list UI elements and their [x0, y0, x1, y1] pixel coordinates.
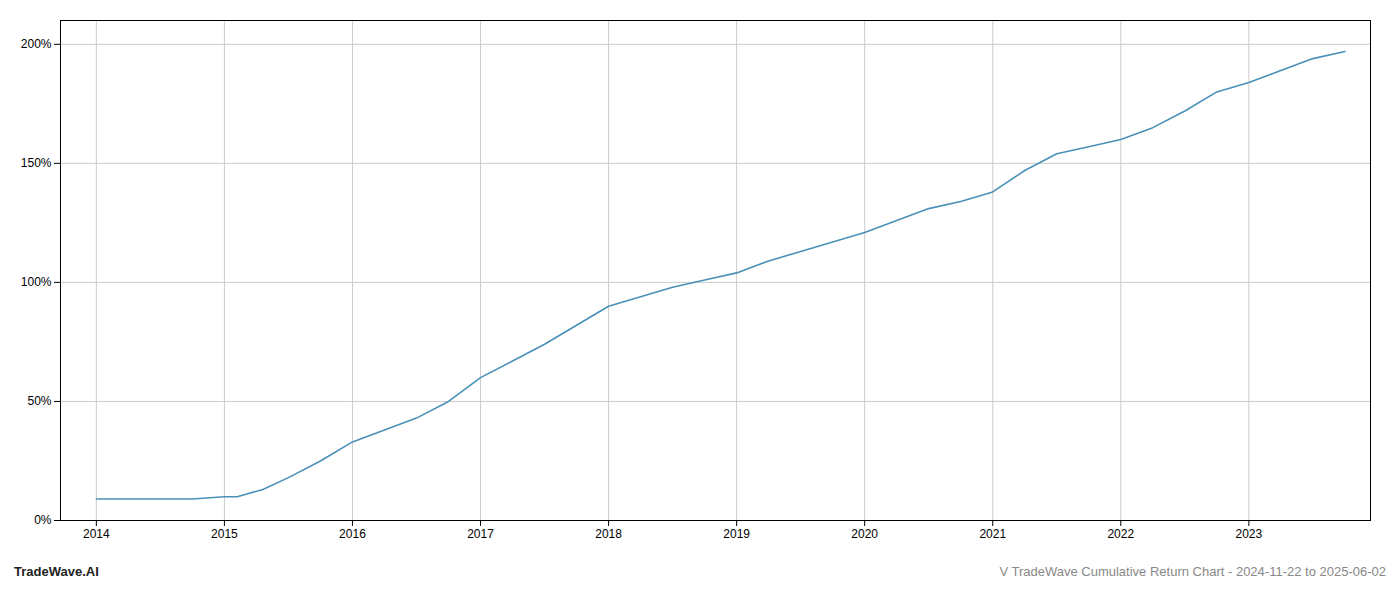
svg-text:2019: 2019 [723, 527, 750, 541]
svg-text:2016: 2016 [339, 527, 366, 541]
svg-text:2018: 2018 [595, 527, 622, 541]
html-text:V TradeWave Cumulative Return: V TradeWave Cumulative Return Chart - 20… [999, 564, 1386, 579]
svg-text:2023: 2023 [1235, 527, 1262, 541]
svg-text:2014: 2014 [83, 527, 110, 541]
svg-text:200%: 200% [21, 37, 52, 51]
svg-text:2022: 2022 [1107, 527, 1134, 541]
svg-text:0%: 0% [34, 513, 52, 527]
svg-text:100%: 100% [21, 275, 52, 289]
svg-text:2017: 2017 [467, 527, 494, 541]
svg-text:2020: 2020 [851, 527, 878, 541]
svg-text:50%: 50% [27, 394, 51, 408]
svg-text:150%: 150% [21, 156, 52, 170]
svg-text:2021: 2021 [979, 527, 1006, 541]
svg-text:2015: 2015 [211, 527, 238, 541]
html-text:TradeWave.AI: TradeWave.AI [14, 564, 99, 579]
